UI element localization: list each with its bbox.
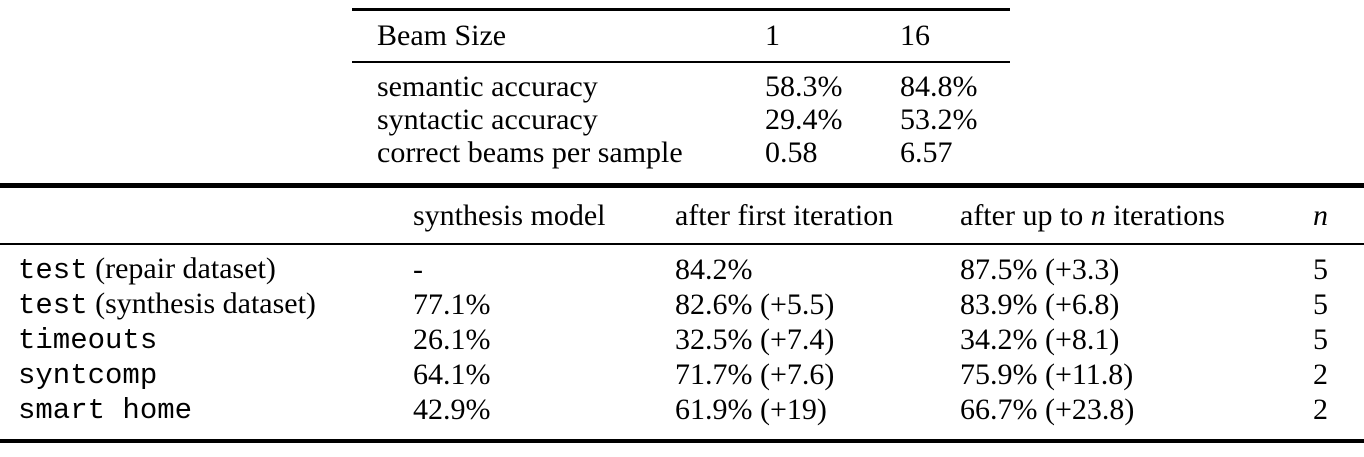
value-beam16: 53.2% (900, 102, 978, 136)
value-beam1: 29.4% (765, 102, 843, 136)
table-row: test (repair dataset) - 84.2% 87.5% (+3.… (0, 252, 1364, 287)
dataset-label: syntcomp (0, 359, 413, 390)
value-beam16: 84.8% (900, 69, 978, 103)
table-row: semantic accuracy 58.3% 84.8% (352, 70, 1010, 103)
value-after-n-iterations: 87.5% (+3.3) (960, 252, 1120, 286)
table-row: timeouts 26.1% 32.5% (+7.4) 34.2% (+8.1)… (0, 322, 1364, 357)
dataset-label: test (repair dataset) (0, 252, 413, 287)
header-text: after up to (960, 198, 1091, 232)
value-after-first-iteration: 82.6% (+5.5) (675, 287, 835, 321)
value-synthesis-model: 77.1% (413, 287, 491, 321)
value-n: 2 (1313, 357, 1328, 391)
value-after-n-iterations: 66.7% (+23.8) (960, 392, 1135, 426)
value-synthesis-model: 42.9% (413, 392, 491, 426)
dataset-qualifier: (synthesis dataset) (87, 287, 316, 320)
value-n: 5 (1313, 287, 1328, 321)
table2-header-n: n (1313, 198, 1328, 232)
value-beam16: 6.57 (900, 135, 953, 169)
value-after-first-iteration: 84.2% (675, 252, 753, 286)
table1-header-beam16: 16 (900, 19, 930, 52)
table-row: smart home 42.9% 61.9% (+19) 66.7% (+23.… (0, 392, 1364, 427)
value-after-n-iterations: 34.2% (+8.1) (960, 322, 1120, 356)
row-label: correct beams per sample (377, 135, 683, 169)
table-row: correct beams per sample 0.58 6.57 (352, 136, 1010, 169)
table1-top-rule (352, 8, 1010, 11)
table2-header-after-first-iteration: after first iteration (675, 198, 894, 232)
value-synthesis-model: - (413, 252, 423, 286)
row-label: semantic accuracy (377, 69, 598, 103)
table1-header-beam1: 1 (765, 19, 780, 52)
math-n: n (1090, 198, 1106, 232)
dataset-name: smart home (18, 394, 193, 427)
dataset-name: timeouts (18, 324, 158, 357)
table2-header-synthesis-model: synthesis model (413, 198, 606, 232)
dataset-label: timeouts (0, 324, 413, 355)
value-after-first-iteration: 32.5% (+7.4) (675, 322, 835, 356)
value-after-n-iterations: 83.9% (+6.8) (960, 287, 1120, 321)
table2-top-rule (0, 183, 1364, 188)
table-row: syntactic accuracy 29.4% 53.2% (352, 103, 1010, 136)
table1-header-label: Beam Size (377, 19, 507, 52)
iteration-results-table: synthesis model after first iteration af… (0, 183, 1364, 443)
value-n: 5 (1313, 322, 1328, 356)
value-after-n-iterations: 75.9% (+11.8) (960, 357, 1134, 391)
beam-size-table: Beam Size 1 16 semantic accuracy 58.3% 8… (352, 8, 1010, 175)
value-beam1: 0.58 (765, 135, 818, 169)
table2-header-after-n-iterations: after up to n iterations (960, 198, 1310, 232)
value-after-first-iteration: 71.7% (+7.6) (675, 357, 835, 391)
dataset-name: syntcomp (18, 359, 158, 392)
value-beam1: 58.3% (765, 69, 843, 103)
dataset-name: test (18, 254, 88, 287)
value-synthesis-model: 26.1% (413, 322, 491, 356)
dataset-label: test (synthesis dataset) (0, 287, 413, 322)
value-synthesis-model: 64.1% (413, 357, 491, 391)
dataset-name: test (18, 289, 88, 322)
row-label: syntactic accuracy (377, 102, 598, 136)
value-after-first-iteration: 61.9% (+19) (675, 392, 827, 426)
value-n: 5 (1313, 252, 1328, 286)
table2-mid-rule (0, 243, 1364, 245)
table-row: syntcomp 64.1% 71.7% (+7.6) 75.9% (+11.8… (0, 357, 1364, 392)
table2-body: test (repair dataset) - 84.2% 87.5% (+3.… (0, 245, 1364, 439)
table-row: test (synthesis dataset) 77.1% 82.6% (+5… (0, 287, 1364, 322)
table1-body: semantic accuracy 58.3% 84.8% syntactic … (352, 63, 1010, 175)
table2-header-row: synthesis model after first iteration af… (0, 188, 1364, 243)
table2-bottom-rule (0, 439, 1364, 443)
table1-mid-rule (352, 61, 1010, 63)
dataset-label: smart home (0, 394, 413, 425)
value-n: 2 (1313, 392, 1328, 426)
table1-header-row: Beam Size 1 16 (352, 11, 1010, 61)
header-text: iterations (1105, 198, 1225, 232)
dataset-qualifier: (repair dataset) (87, 252, 276, 285)
